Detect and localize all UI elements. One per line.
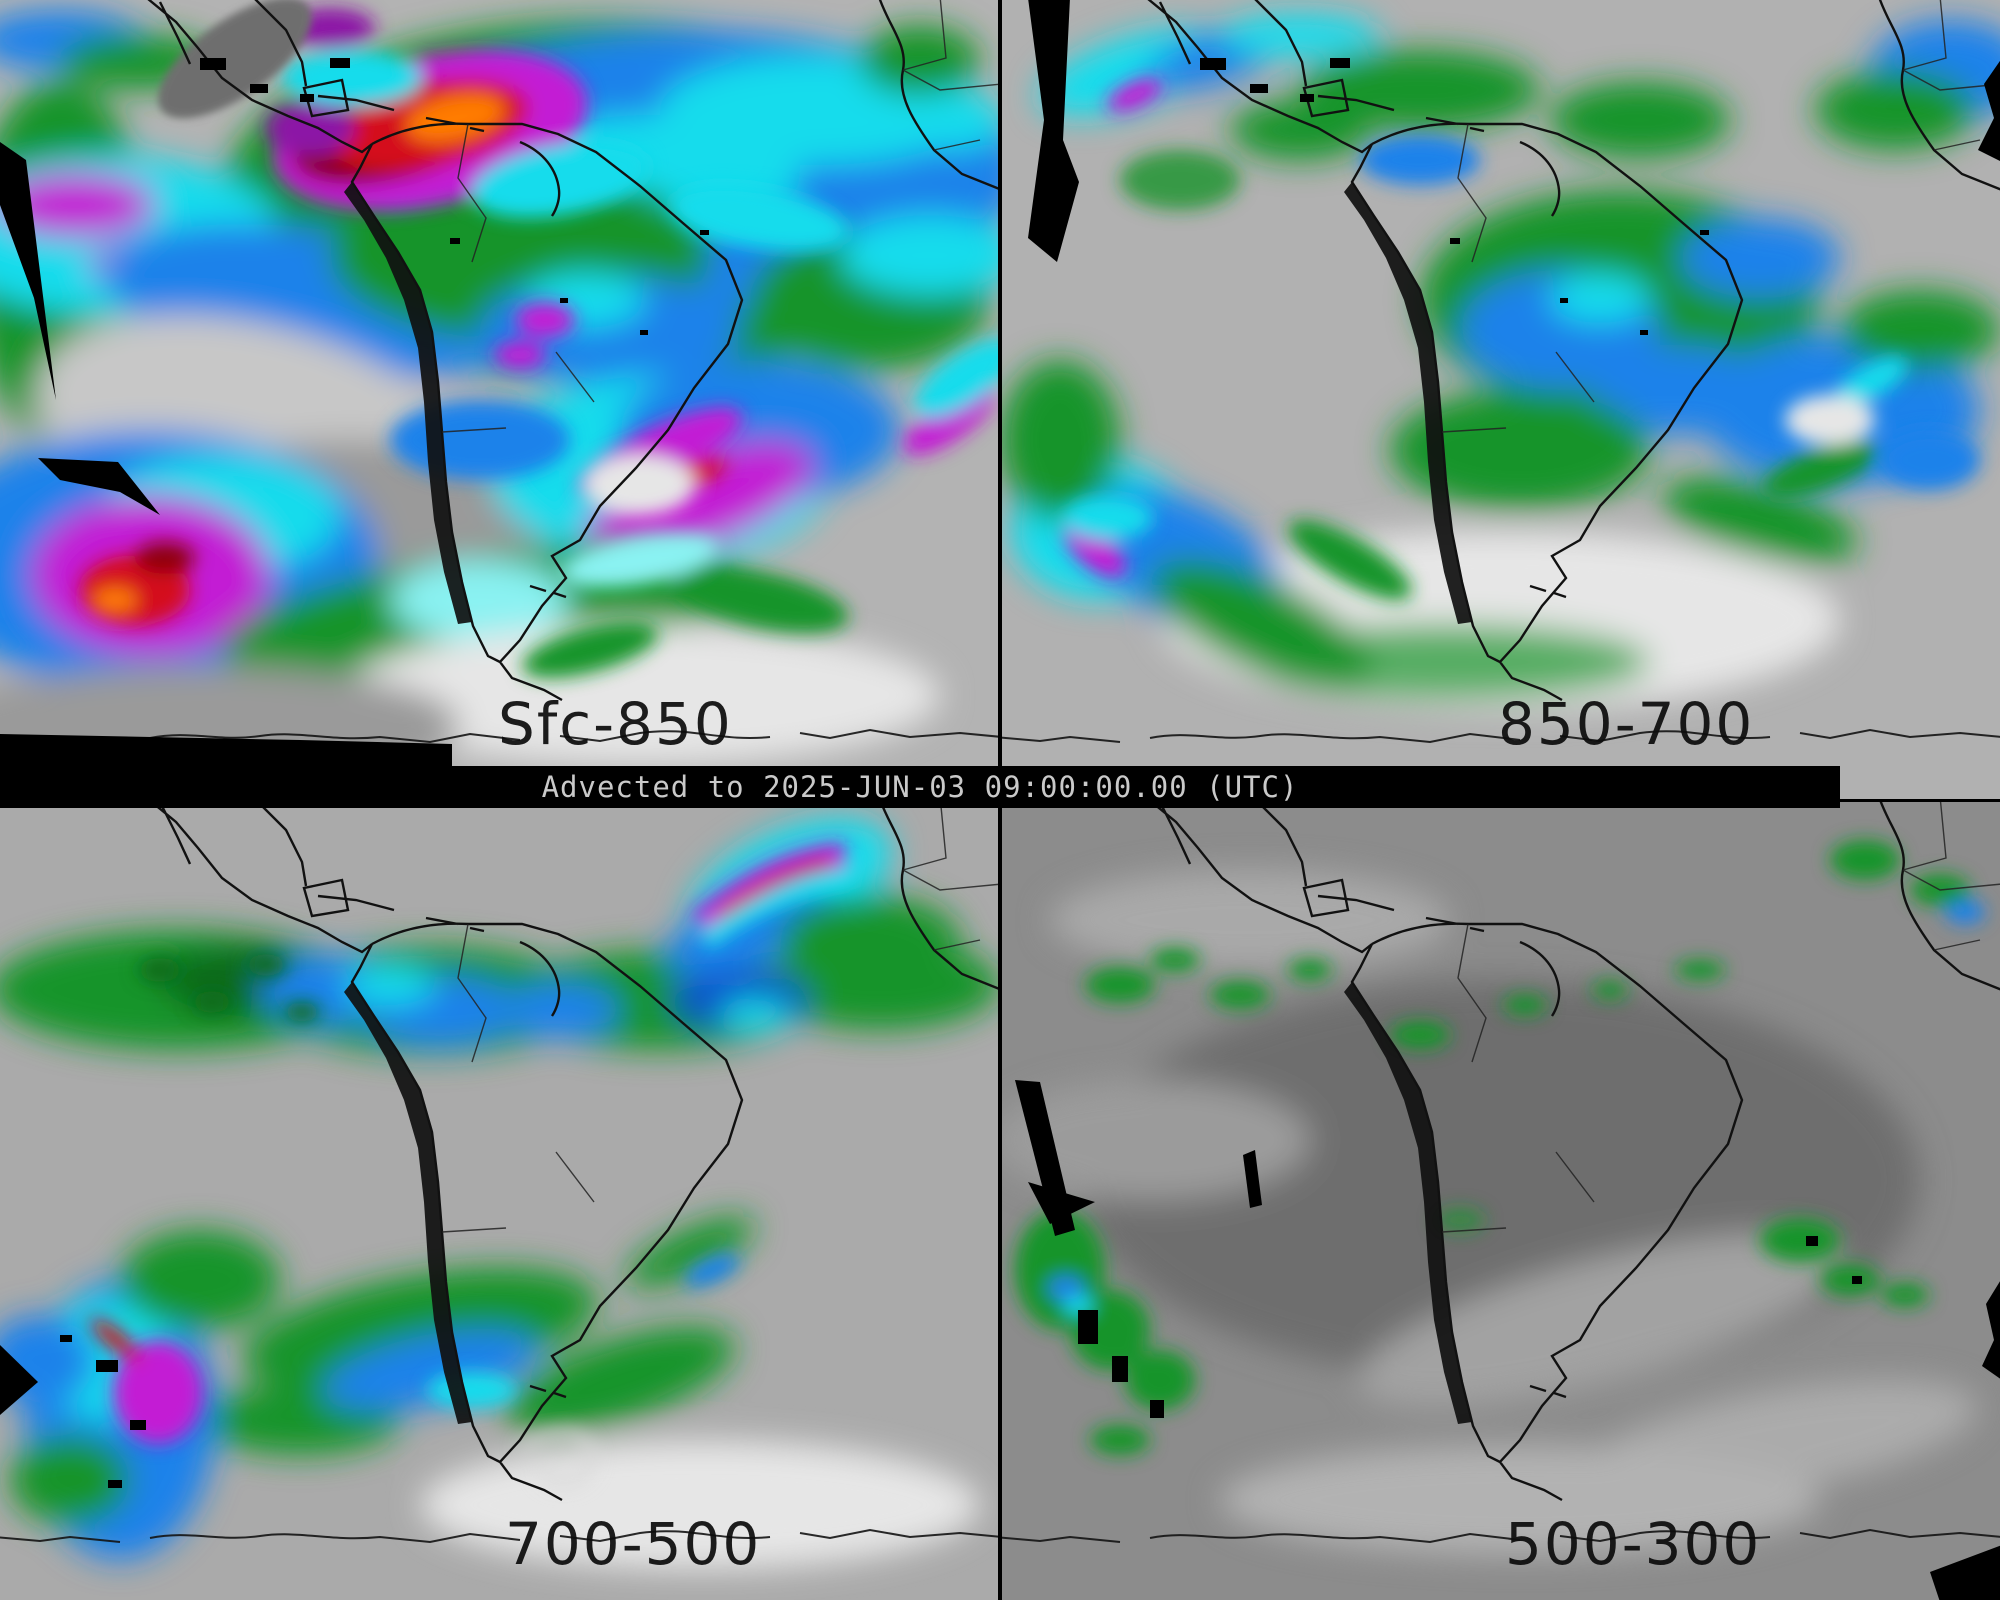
data-gap-wedge (0, 1345, 38, 1415)
corner-dark (1930, 1545, 2000, 1600)
panel-label: 850-700 (1498, 690, 1754, 758)
data-gap-wedge (38, 458, 160, 515)
black-strip (0, 734, 452, 768)
edge-sliver (1243, 1150, 1262, 1208)
timestamp-banner: Advected to 2025-JUN-03 09:00:00.00 (UTC… (0, 766, 1840, 808)
moisture-field-detail (80, 8, 1000, 678)
moisture-field-detail (90, 842, 857, 1488)
edge-gap (1982, 1281, 2000, 1379)
panel-sfc-850: Sfc-850 (0, 0, 1000, 800)
data-gap-wedge (0, 142, 56, 400)
panel-label: 500-300 (1505, 1510, 1761, 1578)
panel-700-500: 700-500 (0, 800, 1000, 1600)
panel-label: 700-500 (505, 1510, 761, 1578)
mexico-terrain (158, 0, 312, 119)
moisture-field-broad (1000, 870, 1978, 1555)
data-gap-wedge (1028, 0, 1079, 262)
panel-label: Sfc-850 (498, 690, 733, 758)
panel-500-300: 500-300 (1000, 800, 2000, 1600)
timestamp-text: Advected to 2025-JUN-03 09:00:00.00 (UTC… (541, 770, 1299, 804)
land-specks (60, 1335, 146, 1488)
data-gap-wedge (1028, 1182, 1095, 1224)
moisture-field-detail (1015, 840, 1985, 1455)
edge-gap (1978, 60, 2000, 161)
panel-850-700: 850-700 (1000, 0, 2000, 800)
moisture-field-detail (1063, 77, 1980, 600)
